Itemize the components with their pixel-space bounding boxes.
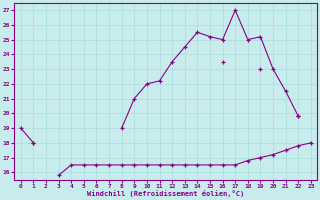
X-axis label: Windchill (Refroidissement éolien,°C): Windchill (Refroidissement éolien,°C) [87, 190, 244, 197]
